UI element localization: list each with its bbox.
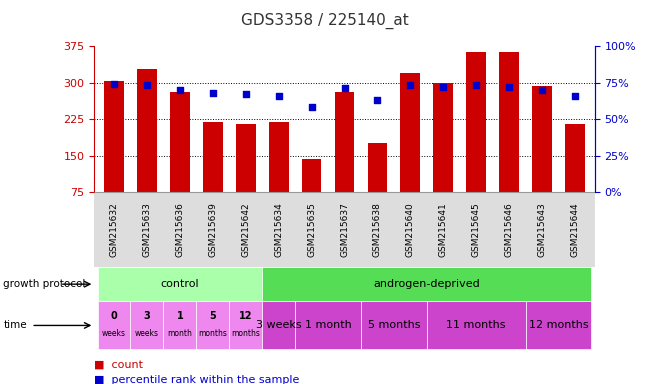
Text: GSM215640: GSM215640 <box>406 202 415 257</box>
Text: 1 month: 1 month <box>305 320 352 331</box>
Bar <box>400 73 421 192</box>
Text: ■  count: ■ count <box>94 360 143 370</box>
Bar <box>203 122 223 192</box>
Text: GSM215644: GSM215644 <box>571 202 580 257</box>
Text: GSM215632: GSM215632 <box>109 202 118 257</box>
Bar <box>565 124 585 192</box>
Bar <box>466 52 486 192</box>
Text: month: month <box>168 329 192 338</box>
Text: GSM215642: GSM215642 <box>241 202 250 257</box>
Point <box>339 85 350 91</box>
Point <box>240 91 251 97</box>
Point <box>175 87 185 93</box>
Point <box>570 93 580 99</box>
Point <box>207 90 218 96</box>
Bar <box>104 81 124 192</box>
Point <box>438 84 448 90</box>
Bar <box>170 92 190 192</box>
Text: GSM215637: GSM215637 <box>340 202 349 257</box>
Point <box>109 81 119 87</box>
Text: GSM215643: GSM215643 <box>538 202 547 257</box>
Text: 12: 12 <box>239 311 252 321</box>
Text: GSM215636: GSM215636 <box>176 202 185 257</box>
Point <box>504 84 514 90</box>
Text: GSM215639: GSM215639 <box>208 202 217 257</box>
Text: 3 weeks: 3 weeks <box>256 320 302 331</box>
Point <box>537 87 547 93</box>
Text: GSM215646: GSM215646 <box>504 202 514 257</box>
Text: GSM215634: GSM215634 <box>274 202 283 257</box>
Point <box>142 83 152 89</box>
Text: months: months <box>231 329 260 338</box>
Text: 1: 1 <box>177 311 183 321</box>
Bar <box>302 159 322 192</box>
Bar <box>335 92 354 192</box>
Text: 5 months: 5 months <box>368 320 420 331</box>
Text: 0: 0 <box>111 311 118 321</box>
Bar <box>367 143 387 192</box>
Text: 12 months: 12 months <box>528 320 588 331</box>
Text: 5: 5 <box>209 311 216 321</box>
Text: growth protocol: growth protocol <box>3 279 86 289</box>
Point <box>274 93 284 99</box>
Point <box>372 97 383 103</box>
Bar <box>137 70 157 192</box>
Text: 3: 3 <box>144 311 150 321</box>
Text: GDS3358 / 225140_at: GDS3358 / 225140_at <box>241 13 409 29</box>
Text: GSM215633: GSM215633 <box>142 202 151 257</box>
Text: GSM215641: GSM215641 <box>439 202 448 257</box>
Text: GSM215645: GSM215645 <box>472 202 481 257</box>
Text: androgen-deprived: androgen-deprived <box>374 279 480 289</box>
Text: time: time <box>3 320 27 331</box>
Bar <box>499 52 519 192</box>
Bar <box>236 124 255 192</box>
Bar <box>532 86 552 192</box>
Bar <box>434 83 453 192</box>
Text: weeks: weeks <box>102 329 126 338</box>
Point <box>471 83 482 89</box>
Text: GSM215638: GSM215638 <box>373 202 382 257</box>
Text: GSM215635: GSM215635 <box>307 202 316 257</box>
Text: weeks: weeks <box>135 329 159 338</box>
Text: 11 months: 11 months <box>447 320 506 331</box>
Text: months: months <box>198 329 228 338</box>
Text: ■  percentile rank within the sample: ■ percentile rank within the sample <box>94 375 300 384</box>
Point <box>306 104 317 111</box>
Point <box>405 83 415 89</box>
Text: control: control <box>161 279 199 289</box>
Bar <box>268 122 289 192</box>
